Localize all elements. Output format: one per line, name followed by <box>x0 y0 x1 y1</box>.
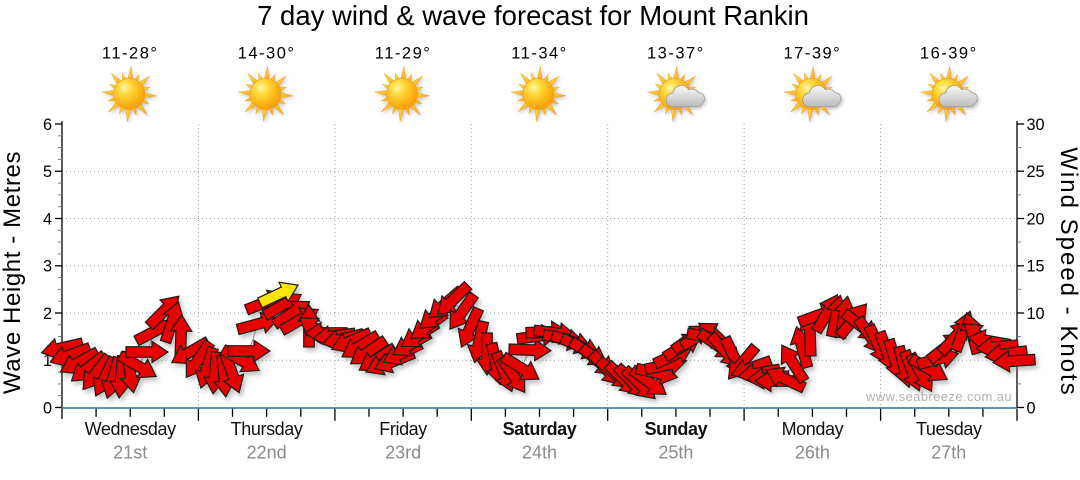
svg-text:6: 6 <box>43 116 52 134</box>
svg-text:13-37°: 13-37° <box>647 45 705 63</box>
svg-text:3: 3 <box>43 258 52 276</box>
svg-text:17-39°: 17-39° <box>783 45 841 63</box>
svg-text:20: 20 <box>1027 210 1045 228</box>
svg-text:Thursday: Thursday <box>231 419 303 439</box>
svg-text:30: 30 <box>1027 116 1045 134</box>
svg-text:5: 5 <box>43 163 52 181</box>
svg-text:22nd: 22nd <box>247 443 287 463</box>
svg-text:11-34°: 11-34° <box>511 45 568 63</box>
svg-text:Friday: Friday <box>379 419 427 439</box>
svg-text:1: 1 <box>43 352 52 370</box>
svg-text:14-30°: 14-30° <box>238 45 296 63</box>
svg-text:25th: 25th <box>658 443 693 463</box>
svg-text:16-39°: 16-39° <box>920 45 978 63</box>
svg-text:Saturday: Saturday <box>503 419 577 439</box>
svg-text:26th: 26th <box>795 443 830 463</box>
svg-text:2: 2 <box>43 305 52 323</box>
svg-text:Sunday: Sunday <box>645 419 708 439</box>
svg-text:Wednesday: Wednesday <box>85 419 177 439</box>
svg-text:Wind Speed - Knots: Wind Speed - Knots <box>1055 147 1080 396</box>
svg-text:Monday: Monday <box>782 419 844 439</box>
svg-text:11-28°: 11-28° <box>102 45 159 63</box>
svg-text:11-29°: 11-29° <box>375 45 432 63</box>
svg-text:21st: 21st <box>113 443 147 463</box>
svg-text:0: 0 <box>1027 399 1036 417</box>
svg-text:15: 15 <box>1027 258 1045 276</box>
svg-text:0: 0 <box>43 399 52 417</box>
svg-text:4: 4 <box>43 210 52 228</box>
svg-text:27th: 27th <box>931 443 966 463</box>
svg-text:23rd: 23rd <box>385 443 421 463</box>
svg-text:25: 25 <box>1027 163 1045 181</box>
svg-text:www.seabreeze.com.au: www.seabreeze.com.au <box>865 389 1012 404</box>
svg-text:Wave Height - Metres: Wave Height - Metres <box>0 151 26 394</box>
svg-text:Tuesday: Tuesday <box>916 419 982 439</box>
svg-text:7 day wind & wave forecast for: 7 day wind & wave forecast for Mount Ran… <box>257 0 809 31</box>
svg-text:10: 10 <box>1027 305 1045 323</box>
svg-text:24th: 24th <box>522 443 557 463</box>
